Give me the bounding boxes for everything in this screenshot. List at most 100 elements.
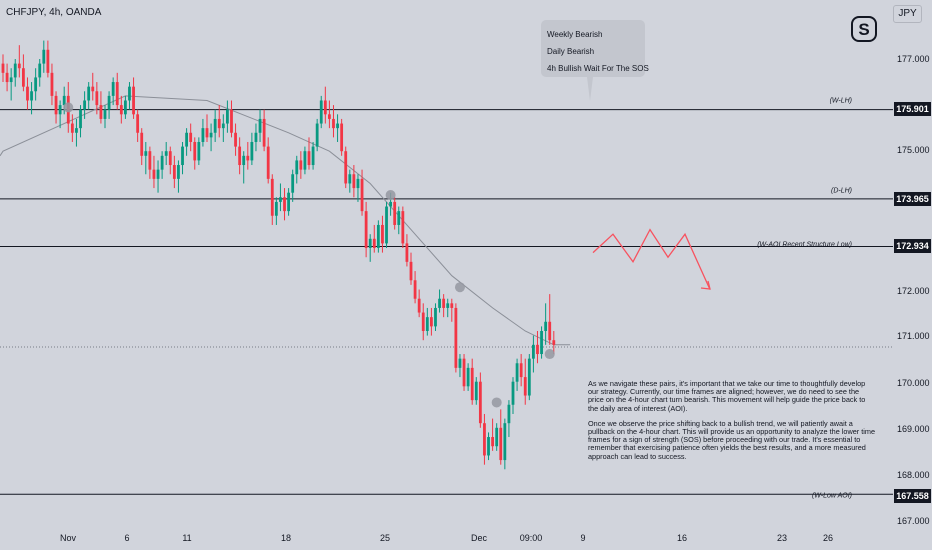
forecast-arrow-head bbox=[700, 280, 711, 290]
level-label-w-aoi: (W-AOI Recent Structure Low) bbox=[757, 241, 852, 249]
candle-body bbox=[148, 151, 152, 170]
candle-body bbox=[34, 77, 38, 92]
price-axis[interactable] bbox=[893, 0, 932, 529]
candle bbox=[495, 423, 499, 451]
bias-note: Weekly Bearish Daily Bearish 4h Bullish … bbox=[541, 20, 649, 77]
candle bbox=[413, 271, 417, 304]
candle-body bbox=[307, 151, 311, 166]
swing-marker bbox=[63, 102, 74, 113]
candle bbox=[38, 59, 42, 87]
time-label: 26 bbox=[822, 533, 834, 543]
candle bbox=[75, 118, 78, 147]
level-label-w-low: (W-Low AOI) bbox=[811, 492, 852, 500]
candle-body bbox=[442, 298, 446, 308]
candle bbox=[307, 137, 311, 170]
time-label: 9 bbox=[580, 533, 586, 543]
time-axis[interactable] bbox=[0, 529, 932, 550]
candle bbox=[393, 197, 397, 230]
candle bbox=[111, 77, 115, 106]
candle-body bbox=[279, 197, 282, 202]
price-chart[interactable] bbox=[0, 0, 893, 529]
candle bbox=[160, 151, 164, 179]
symbol-title[interactable]: CHFJPY, 4h, OANDA bbox=[6, 7, 102, 18]
candle-body bbox=[425, 317, 429, 331]
price-tick: 177.000 bbox=[897, 54, 930, 64]
candle-body bbox=[544, 321, 548, 331]
candle-body bbox=[221, 123, 225, 129]
candle bbox=[13, 59, 17, 87]
candle bbox=[124, 95, 127, 119]
candle bbox=[323, 86, 327, 124]
candle bbox=[189, 123, 193, 152]
swing-marker bbox=[491, 397, 502, 408]
candle bbox=[332, 105, 335, 138]
candle-body bbox=[474, 381, 478, 401]
candle bbox=[552, 330, 556, 355]
candle bbox=[442, 294, 446, 318]
candle-body bbox=[364, 211, 368, 249]
candle bbox=[91, 72, 95, 101]
candle-body bbox=[262, 118, 266, 147]
candle bbox=[262, 109, 266, 152]
candle-body bbox=[79, 109, 82, 129]
candle bbox=[397, 206, 401, 235]
candle bbox=[254, 123, 258, 152]
candle bbox=[291, 169, 295, 202]
candle-body bbox=[532, 344, 535, 359]
candle-body bbox=[144, 151, 148, 156]
time-label: 25 bbox=[379, 533, 391, 543]
candle bbox=[548, 294, 552, 345]
candle-body bbox=[515, 363, 519, 382]
candle bbox=[458, 354, 462, 378]
chart-area[interactable]: CHFJPY, 4h, OANDA Weekly Bearish Daily B… bbox=[0, 0, 893, 529]
candle-body bbox=[5, 72, 9, 83]
candle-body bbox=[87, 86, 91, 101]
candle bbox=[283, 188, 286, 221]
candle bbox=[438, 289, 441, 313]
candle-body bbox=[303, 151, 307, 170]
candle bbox=[507, 400, 511, 438]
currency-button[interactable]: JPY bbox=[893, 5, 922, 23]
candle bbox=[221, 114, 225, 142]
brand-logo-icon[interactable]: S bbox=[851, 16, 877, 42]
candle bbox=[319, 95, 323, 129]
time-label: Dec bbox=[470, 533, 488, 543]
candle-body bbox=[17, 63, 21, 69]
candle-body bbox=[242, 155, 246, 166]
candle bbox=[181, 141, 184, 175]
candle bbox=[144, 141, 148, 175]
candle bbox=[136, 109, 140, 142]
candle-body bbox=[344, 151, 348, 184]
candle bbox=[217, 105, 221, 138]
candle-body bbox=[299, 160, 303, 170]
candle-body bbox=[348, 174, 352, 184]
candle-body bbox=[103, 109, 107, 119]
candle bbox=[364, 201, 368, 258]
time-label: 6 bbox=[124, 533, 130, 543]
candle-body bbox=[499, 427, 503, 461]
candle bbox=[279, 183, 282, 212]
analysis-paragraph-1: As we navigate these pairs, it's importa… bbox=[588, 379, 866, 413]
candle-body bbox=[119, 105, 123, 115]
time-label: 23 bbox=[776, 533, 788, 543]
candle bbox=[544, 303, 548, 345]
candle-body bbox=[385, 206, 388, 244]
swing-marker bbox=[544, 349, 555, 360]
candle bbox=[515, 358, 519, 391]
candle bbox=[246, 141, 250, 170]
candle bbox=[340, 118, 344, 156]
candle-body bbox=[217, 118, 221, 129]
price-badge-w-low: 167.558 bbox=[894, 489, 931, 503]
price-tick: 172.000 bbox=[897, 286, 930, 296]
candle bbox=[328, 100, 331, 129]
price-badge-w-aoi: 172.934 bbox=[894, 239, 931, 253]
candle-body bbox=[246, 155, 250, 161]
candle bbox=[454, 303, 458, 373]
candle-body bbox=[160, 155, 164, 170]
bias-note-pointer bbox=[587, 77, 593, 101]
candle-body bbox=[62, 95, 66, 106]
candle bbox=[70, 114, 74, 142]
candle bbox=[95, 82, 99, 115]
candle-body bbox=[495, 427, 499, 447]
candle bbox=[376, 220, 380, 253]
